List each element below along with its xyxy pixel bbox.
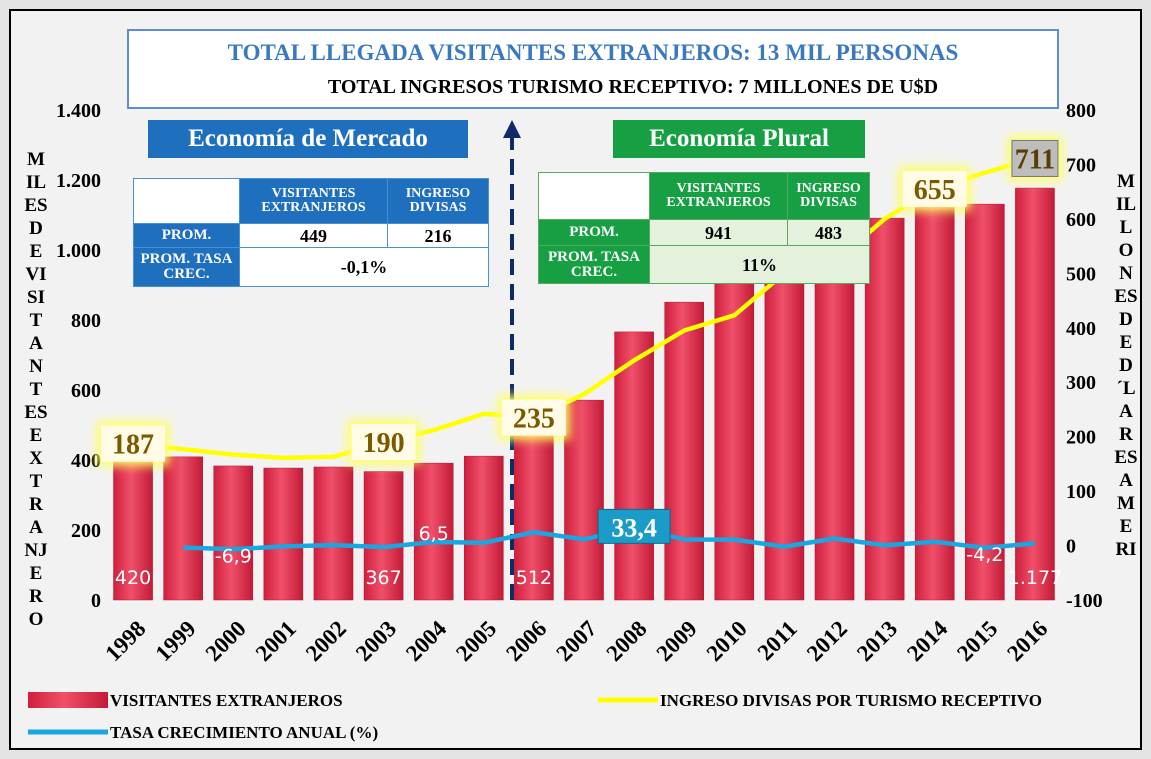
bar xyxy=(664,301,705,601)
table-cell xyxy=(133,178,240,224)
table-cell: 11% xyxy=(649,245,870,284)
y2-tick-label: 600 xyxy=(1066,209,1096,231)
panel-title: Economía de Mercado xyxy=(148,120,468,158)
legend-label: INGRESO DIVISAS POR TURISMO RECEPTIVO xyxy=(660,691,1042,710)
bar xyxy=(514,420,554,601)
y2-tick-label: -100 xyxy=(1066,590,1103,612)
line xyxy=(132,156,1036,461)
bar xyxy=(213,465,254,601)
y-tick-label: 1.200 xyxy=(56,170,101,192)
y2-tick-label: 400 xyxy=(1066,318,1096,340)
label-box xyxy=(902,170,967,207)
row-label: PROM. xyxy=(133,223,240,248)
divider-arrow xyxy=(503,120,521,138)
panel-table: VISITANTES EXTRANJEROS INGRESO DIVISAS PRO… xyxy=(538,172,870,284)
y2-tick-label: 200 xyxy=(1066,427,1096,449)
legend-label: VISITANTES EXTRANJEROS xyxy=(110,691,343,710)
row-label: PROM. xyxy=(538,219,650,246)
table-cell: 941 xyxy=(649,219,788,246)
table-cell xyxy=(538,172,650,220)
y-tick-label: 1.400 xyxy=(56,100,101,122)
line-label: 190 xyxy=(363,428,405,459)
bar xyxy=(263,467,304,601)
table-cell: -0,1% xyxy=(239,247,489,287)
bar-label: 512 xyxy=(516,567,552,589)
bar xyxy=(814,246,855,601)
label-box xyxy=(597,508,671,544)
table-header: VISITANTES EXTRANJEROS xyxy=(649,172,788,220)
table-cell: 449 xyxy=(239,223,388,248)
bar xyxy=(1015,187,1055,601)
label-box xyxy=(501,399,566,436)
panel-table: VISITANTES EXTRANJEROS INGRESO DIVISAS PRO… xyxy=(133,178,489,287)
line-label: -4,2 xyxy=(966,544,1003,566)
y2-tick-label: 300 xyxy=(1066,372,1096,394)
table-row: PROM. 449 216 xyxy=(133,223,489,248)
bar xyxy=(714,269,755,601)
chart-subtitle: TOTAL INGRESOS TURISMO RECEPTIVO: 7 MILL… xyxy=(328,76,938,98)
table-row: VISITANTES EXTRANJEROS INGRESO DIVISAS xyxy=(133,178,489,224)
chart-title: TOTAL LLEGADA VISITANTES EXTRANJEROS: 13… xyxy=(228,40,959,65)
bar-label: 367 xyxy=(365,567,401,589)
row-label: PROM. TASA CREC. xyxy=(133,247,240,287)
table-row: PROM. TASA CREC. -0,1% xyxy=(133,247,489,287)
label-box xyxy=(351,424,416,461)
line-label: 187 xyxy=(112,430,154,461)
line-label: -6,9 xyxy=(215,545,252,567)
legend-label: TASA CRECIMIENTO ANUAL (%) xyxy=(110,723,378,742)
y-tick-label: 0 xyxy=(91,590,101,612)
label-box xyxy=(1011,139,1059,177)
table-header: INGRESO DIVISAS xyxy=(387,178,489,224)
y2-axis-title: MILLONES DE D´LARES AMERI xyxy=(1114,171,1138,560)
table-header: INGRESO DIVISAS xyxy=(787,172,870,220)
legend-swatch xyxy=(28,692,108,708)
y2-tick-label: 0 xyxy=(1066,536,1076,558)
bar xyxy=(965,203,1005,601)
y2-tick-label: 700 xyxy=(1066,154,1096,176)
bar xyxy=(914,204,955,601)
bar-label: 420 xyxy=(115,567,151,589)
bar xyxy=(363,471,404,601)
table-row: PROM. TASA CREC. 11% xyxy=(538,245,870,284)
bar-label: 1.177 xyxy=(1008,567,1062,589)
table-header: VISITANTES EXTRANJEROS xyxy=(239,178,388,224)
bar xyxy=(564,399,604,601)
bar xyxy=(413,462,454,601)
table-cell: 483 xyxy=(787,219,870,246)
bar xyxy=(614,331,654,601)
y2-tick-label: 500 xyxy=(1066,263,1096,285)
table-row: VISITANTES EXTRANJEROS INGRESO DIVISAS xyxy=(538,172,870,220)
line-label: 33,4 xyxy=(611,513,657,542)
bar xyxy=(113,452,153,601)
line-label: 655 xyxy=(914,175,956,206)
y-tick-label: 600 xyxy=(71,380,101,402)
bar xyxy=(463,455,504,601)
line-label: 235 xyxy=(513,404,555,435)
panel-title: Economía Plural xyxy=(613,120,865,158)
title-box xyxy=(127,29,1059,109)
y-tick-label: 1.000 xyxy=(56,240,101,262)
y-tick-label: 400 xyxy=(71,450,101,472)
y2-tick-label: 800 xyxy=(1066,100,1096,122)
bar xyxy=(313,466,354,601)
label-box xyxy=(101,425,166,462)
y2-tick-label: 100 xyxy=(1066,481,1096,503)
table-cell: 216 xyxy=(387,223,489,248)
table-row: PROM. 941 483 xyxy=(538,219,870,246)
line-label: 711 xyxy=(1015,144,1055,175)
y-tick-label: 800 xyxy=(71,310,101,332)
line-label: 6,5 xyxy=(419,523,449,545)
bar xyxy=(864,217,905,601)
y-axis-title: MILES DE VISITANTES EXTRANJERO xyxy=(24,149,48,630)
bar xyxy=(163,456,203,601)
row-label: PROM. TASA CREC. xyxy=(538,245,650,284)
y-tick-label: 200 xyxy=(71,520,101,542)
